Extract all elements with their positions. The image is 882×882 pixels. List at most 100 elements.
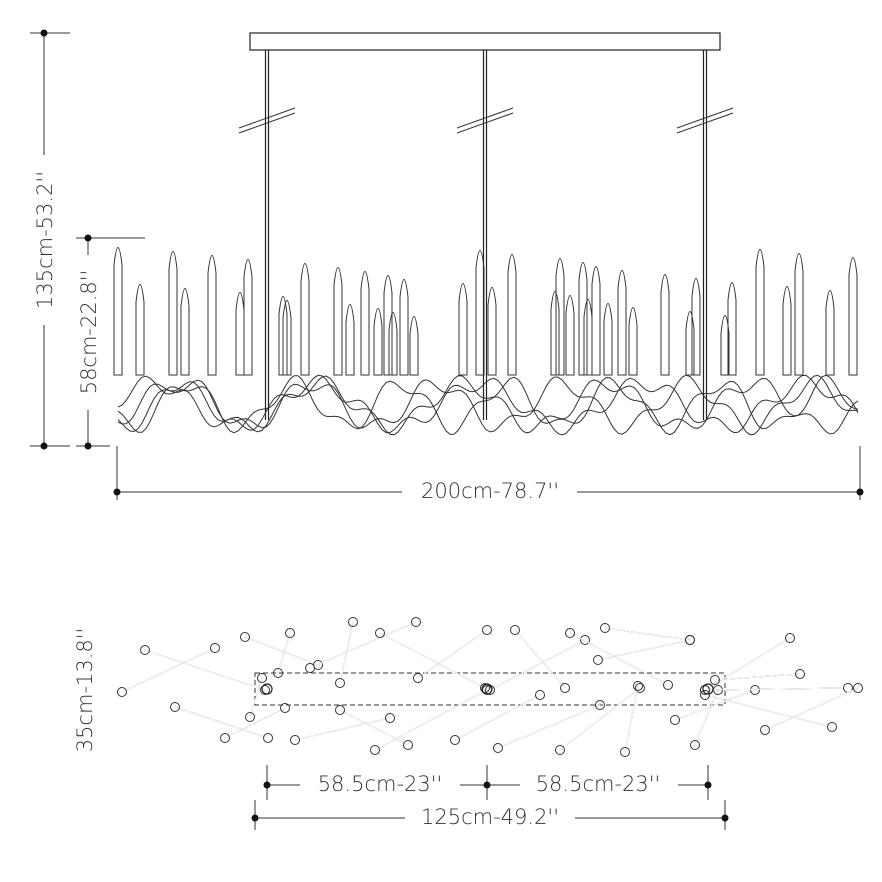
plan-arm-core [174, 706, 269, 739]
candle [345, 304, 355, 376]
bulb [305, 663, 315, 673]
break-mark [456, 112, 514, 134]
label-bg [402, 478, 577, 506]
break-mark [456, 107, 514, 129]
elevation-view [113, 32, 859, 436]
width-label: 200cm-78.7'' [421, 479, 559, 503]
bulb [710, 675, 720, 685]
dim-dot [483, 781, 491, 789]
bulb [220, 733, 230, 743]
bulb [700, 690, 710, 700]
candle [727, 282, 737, 376]
canopy-outline [254, 672, 726, 706]
hub [481, 683, 493, 695]
dim-dot [40, 442, 48, 450]
candle [207, 255, 217, 376]
candle [691, 278, 701, 376]
plan-arm-core [144, 649, 266, 691]
bulb [750, 685, 760, 695]
bulb [670, 715, 680, 725]
plan-view [117, 617, 863, 757]
plan-arm-core [489, 639, 586, 691]
bulb [635, 683, 645, 693]
bulb [785, 633, 795, 643]
length-label: 125cm-49.2'' [421, 805, 559, 829]
plan-arms [117, 617, 863, 757]
canopy [249, 32, 721, 51]
bulb [853, 683, 863, 693]
dim-dot [251, 814, 259, 822]
body-height-label: 58cm-22.8'' [77, 270, 101, 395]
candle [487, 287, 497, 376]
bulb [240, 632, 250, 642]
dim-dot [704, 781, 712, 789]
light-arms [113, 247, 859, 436]
spacing-label: 58.5cm-23'' [318, 772, 443, 796]
break-mark [238, 107, 296, 129]
bulb [263, 733, 273, 743]
plan-arm-core [294, 717, 391, 741]
bulb [580, 635, 590, 645]
candle [794, 253, 804, 376]
suspension-rods [238, 50, 734, 420]
label-bg [76, 255, 100, 410]
break-mark [676, 107, 734, 129]
plan-arm-core [224, 707, 286, 739]
plan-arm-core [569, 632, 669, 686]
candle [578, 262, 588, 376]
bulb [565, 628, 575, 638]
bulb [555, 745, 565, 755]
candle [825, 290, 835, 376]
candle [168, 251, 178, 376]
plan-arm-core [244, 636, 319, 666]
bulb [375, 628, 385, 638]
dim-dot [263, 781, 271, 789]
bulb [663, 680, 673, 690]
plan-arm-core [374, 689, 488, 751]
candle [848, 257, 858, 376]
dim-dot [84, 442, 92, 450]
bulb [290, 735, 300, 745]
candle [282, 300, 292, 376]
plan-arm-core [121, 647, 216, 693]
plan-arm-core [497, 704, 601, 749]
bulb [633, 681, 643, 691]
bulb [690, 740, 700, 750]
bulb [482, 625, 492, 635]
wavy-arm [117, 374, 859, 436]
plan-arm-core [309, 621, 417, 669]
candle [243, 259, 253, 376]
dim-dot [856, 488, 864, 496]
plan-dimensions: 35cm-13.8'' 58.5cm-23'' 58.5cm-23'' 125c… [73, 628, 729, 830]
plan-arm-core [249, 677, 263, 718]
bulb [510, 625, 520, 635]
bulb [403, 740, 413, 750]
bulb [285, 628, 295, 638]
bulb [245, 712, 255, 722]
plan-arm-core [624, 685, 639, 753]
plan-arm-core [417, 629, 488, 679]
bulb [593, 655, 603, 665]
bulb [480, 683, 490, 693]
bulb [535, 690, 545, 700]
candle [373, 308, 383, 376]
bulb [170, 702, 180, 712]
candle [409, 316, 419, 376]
bulb [140, 645, 150, 655]
break-mark [676, 112, 734, 134]
candle [550, 291, 560, 376]
plan-arm-core [704, 687, 849, 691]
break-mark [238, 112, 296, 134]
label-bg [32, 155, 56, 325]
candle [782, 286, 792, 376]
plan-arm-core [379, 632, 486, 689]
candle [617, 270, 627, 376]
candle [235, 292, 245, 376]
plan-arm-core [514, 629, 566, 689]
dim-dot [721, 814, 729, 822]
wavy-arm [117, 374, 859, 436]
plan-arm-core [714, 673, 801, 681]
depth-label: 35cm-13.8'' [73, 628, 97, 753]
elevation-dimensions: 135cm-53.2'' 58cm-22.8'' 200cm-78.7'' [30, 29, 864, 506]
